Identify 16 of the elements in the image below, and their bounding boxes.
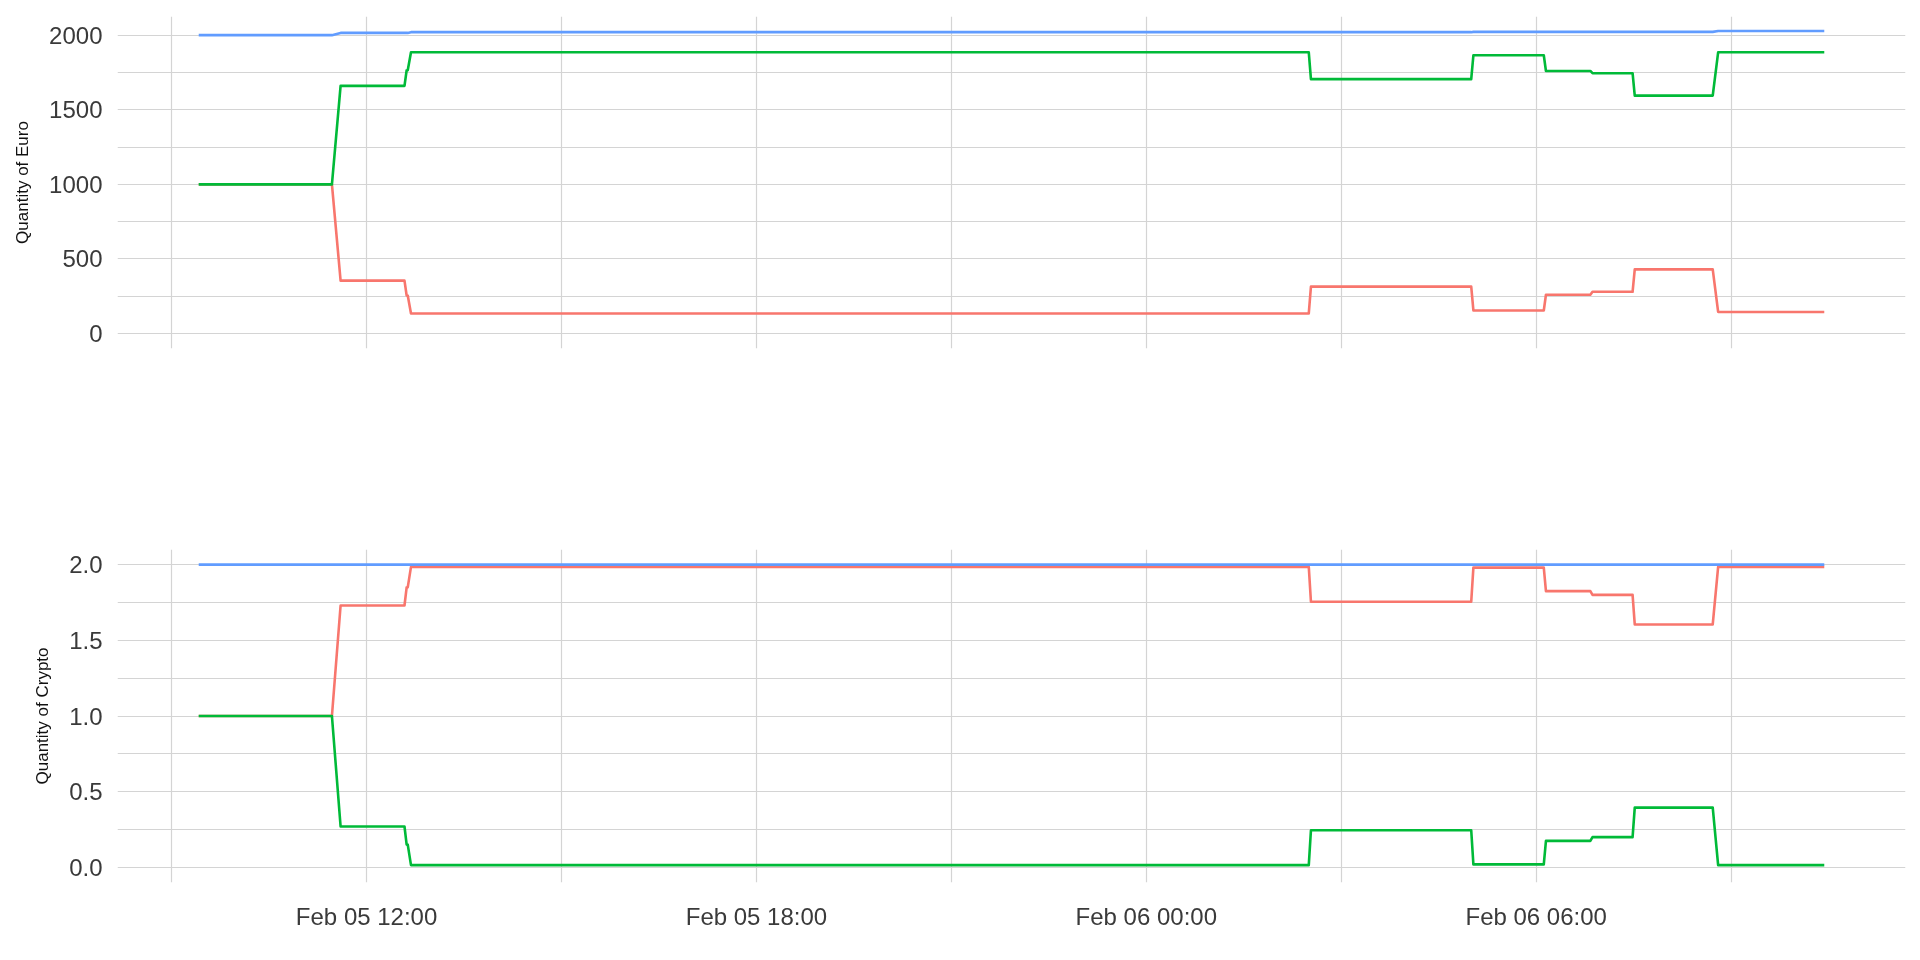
- y-tick-label: 1000: [49, 170, 103, 198]
- y-tick-label: 2000: [49, 21, 103, 49]
- y-tick-label: 1.5: [69, 626, 103, 654]
- x-tick-label: Feb 05 12:00: [295, 902, 438, 930]
- y-tick-label: 0.0: [69, 853, 103, 881]
- y-tick-label: 0: [89, 320, 103, 348]
- x-tick-label: Feb 05 18:00: [685, 902, 828, 930]
- y-axis-title: Quantity of Crypto: [33, 647, 53, 785]
- x-tick-label: Feb 06 06:00: [1465, 902, 1607, 930]
- y-axis-title: Quantity of Euro: [13, 121, 33, 244]
- y-tick-label: 1.0: [69, 702, 103, 730]
- y-tick-label: 500: [62, 245, 103, 273]
- y-tick-label: 1500: [49, 96, 103, 124]
- x-tick-label: Feb 06 00:00: [1075, 902, 1218, 930]
- y-tick-label: 2.0: [69, 551, 103, 579]
- y-tick-label: 0.5: [69, 778, 103, 806]
